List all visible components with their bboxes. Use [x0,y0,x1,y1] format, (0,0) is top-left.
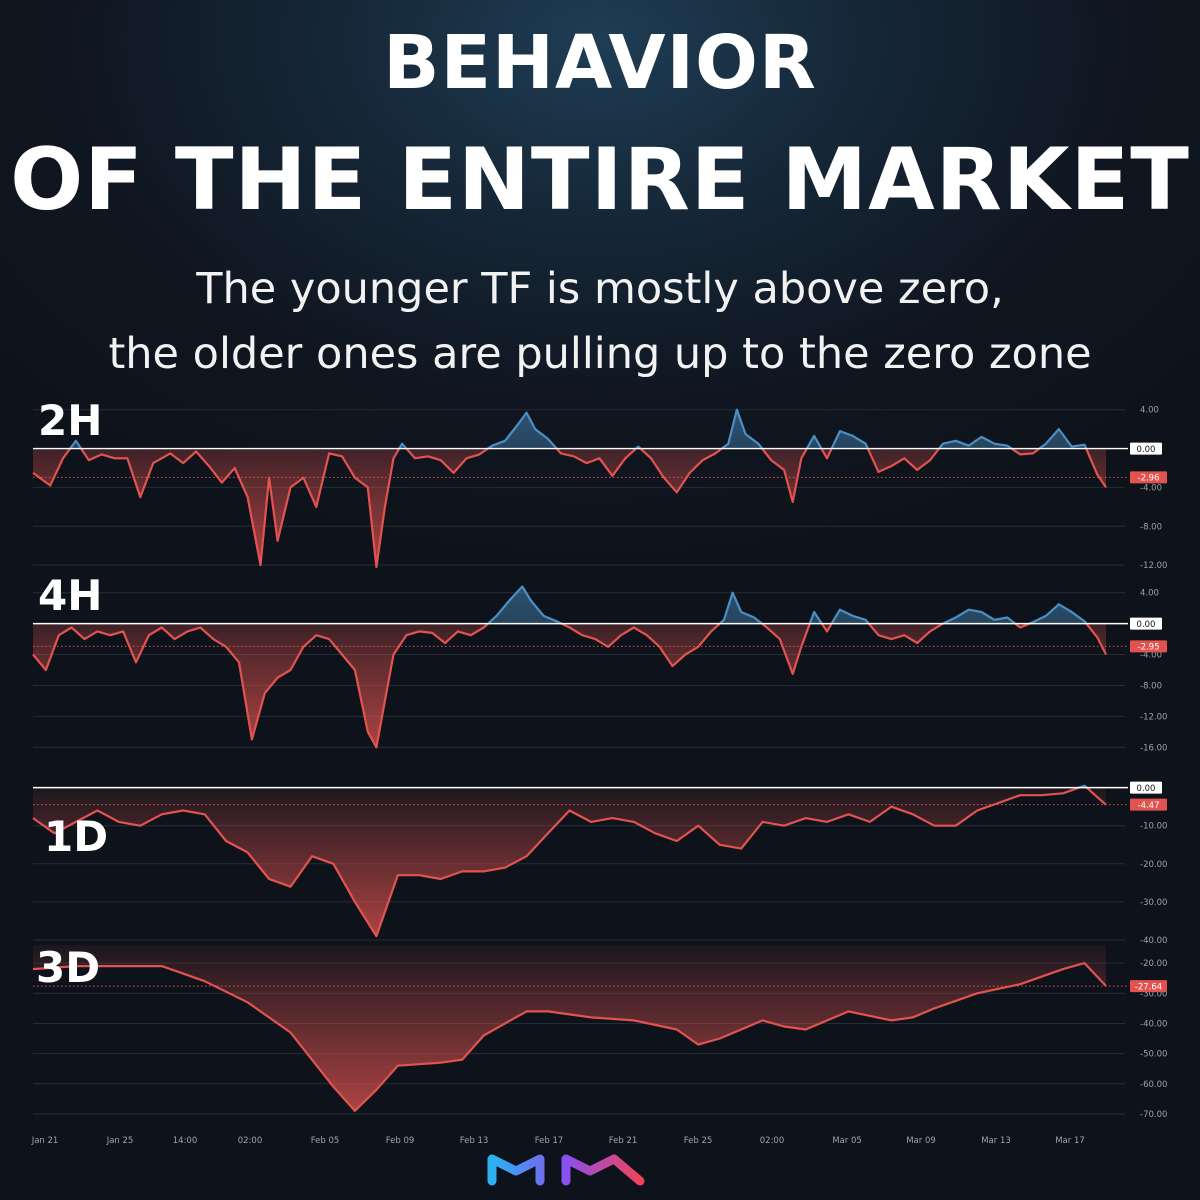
market-charts: 4.00 0.00 -4.00 -8.00 -12.00 0.00 -2.96 2H 4.00 0… [31,396,1168,1146]
x-tick-label: Feb 09 [386,1136,415,1146]
zero-badge [1130,617,1162,630]
x-tick-label: Feb 13 [460,1136,489,1146]
x-tick-label: 02:00 [238,1136,263,1146]
panel-label: 3D [36,943,100,992]
y-tick-label: -20.00 [1140,959,1167,969]
y-tick-label: 4.00 [1140,589,1159,599]
y-tick-label: -30.00 [1140,989,1167,999]
x-tick-label: 14:00 [173,1136,198,1146]
y-tick-label: -50.00 [1140,1050,1167,1060]
series-line-negative [32,787,1107,938]
last-value-badge [1130,471,1167,484]
area-positive [33,586,1106,624]
y-tick-label: -10.00 [1140,822,1167,832]
series-line-positive [486,585,1088,624]
y-tick-label: -4.00 [1140,483,1162,493]
area-negative [33,945,1106,1111]
y-tick-label: -8.00 [1140,681,1162,691]
series-line-negative [32,623,1107,749]
zero-badge-label: 0.00 [1137,620,1156,630]
zero-badge [1130,442,1162,455]
y-tick-label: 4.00 [1140,406,1159,416]
panel-label: 4H [38,571,102,620]
y-tick-label: -20.00 [1140,860,1167,870]
subtitle-line-2: the older ones are pulling up to the zer… [108,329,1092,379]
y-tick-label: -30.00 [1140,898,1167,908]
y-tick-label: -4.00 [1140,651,1162,661]
x-tick-label: Mar 09 [906,1136,936,1146]
x-tick-label: Mar 17 [1055,1136,1085,1146]
y-tick-label: -60.00 [1140,1080,1167,1090]
zero-badge-label: 0.00 [1137,784,1156,794]
y-tick-label: -12.00 [1140,712,1167,722]
last-value-badge [1130,640,1167,653]
last-value-badge-label: -2.95 [1138,643,1160,653]
panel-label: 1D [44,812,108,861]
series-line-negative [32,962,1107,1112]
zero-badge [1130,781,1162,794]
y-tick-label: -70.00 [1140,1110,1167,1120]
x-tick-label: Mar 05 [832,1136,862,1146]
logo-mark [487,1154,645,1186]
last-value-badge-label: -2.96 [1138,474,1160,484]
last-value-badge-label: -27.64 [1135,982,1162,992]
y-tick-label: -40.00 [1140,936,1167,946]
brand-logo [487,1154,645,1186]
x-tick-label: 02:00 [760,1136,785,1146]
series-line-positive [68,408,1088,449]
x-tick-label: Feb 21 [609,1136,638,1146]
x-tick-label: Jan 25 [106,1136,134,1146]
x-tick-label: Jan 21 [31,1136,59,1146]
area-negative [33,787,1106,937]
zero-badge-label: 0.00 [1137,445,1156,455]
area-positive [70,409,1087,449]
y-tick-label: -40.00 [1140,1019,1167,1029]
last-value-badge [1130,798,1167,811]
title-line-2: OF THE ENTIRE MARKET [10,130,1190,230]
title-line-1: BEHAVIOR [383,20,817,106]
panel-4h: 4.000.00-4.00-8.00-12.00-16.000.00-2.954… [32,571,1167,753]
subtitle-line-1: The younger TF is mostly above zero, [196,264,1004,314]
panel-3d: -20.00 -30.00 -40.00 -50.00 -60.00 -70.00 -27.… [32,943,1167,1120]
x-tick-label: Feb 17 [535,1136,564,1146]
y-tick-label: -12.00 [1140,561,1167,571]
panel-label: 2H [38,396,102,445]
x-tick-label: Feb 25 [684,1136,713,1146]
last-value-badge [1130,980,1167,993]
x-tick-label: Feb 05 [311,1136,340,1146]
area-negative [33,448,1106,568]
y-tick-label: -16.00 [1140,743,1167,753]
series-line-negative [32,448,1107,569]
last-value-badge-label: -4.47 [1138,801,1160,811]
area-negative [33,623,1106,748]
y-tick-label: -8.00 [1140,522,1162,532]
x-tick-label: Mar 13 [981,1136,1011,1146]
